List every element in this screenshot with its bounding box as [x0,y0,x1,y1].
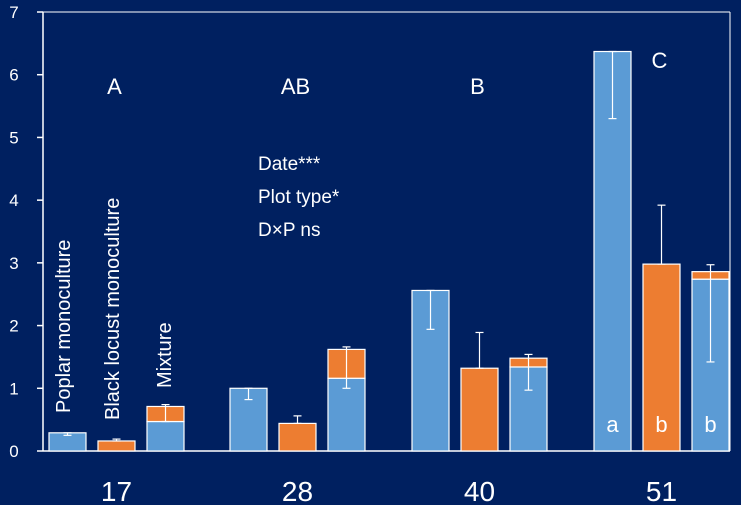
bar-letter: a [606,412,619,437]
group-letter: A [107,74,122,99]
group-letter: AB [281,74,310,99]
stats-annotation: Date*** [258,154,321,175]
stats-annotation: Plot type* [258,187,340,208]
bar-black-locust [642,263,681,452]
x-tick-label: 28 [282,476,313,505]
x-tick-label: 51 [646,476,677,505]
y-tick-label: 5 [9,128,18,147]
group-letter: B [470,74,485,99]
y-tick-label: 7 [9,3,18,22]
y-tick-label: 3 [9,254,18,273]
bar-letter: b [655,412,667,437]
bar-letter: b [704,412,716,437]
group-letter: C [652,48,668,73]
x-tick-label: 17 [101,476,132,505]
y-tick-label: 4 [9,191,18,210]
x-tick-label: 40 [464,476,495,505]
bar-black-locust [460,367,499,452]
stats-annotation: D×P ns [258,220,321,241]
error-bars-group [63,50,715,442]
bar-type-label: Poplar monoculture [53,240,75,413]
bar-black-locust [97,440,136,452]
y-tick-label: 6 [9,66,18,85]
bar-black-locust [278,422,317,452]
y-tick-label: 2 [9,317,18,336]
bar-poplar [146,420,185,452]
bar-type-label: Mixture [154,322,176,388]
bar-type-label: Black locust monoculture [102,198,124,420]
bar-poplar [327,377,366,452]
y-tick-label: 1 [9,379,18,398]
y-tick-label: 0 [9,442,18,461]
labels-group: 17 28 40 51 Poplar monoculture Black locust m… [53,48,717,505]
